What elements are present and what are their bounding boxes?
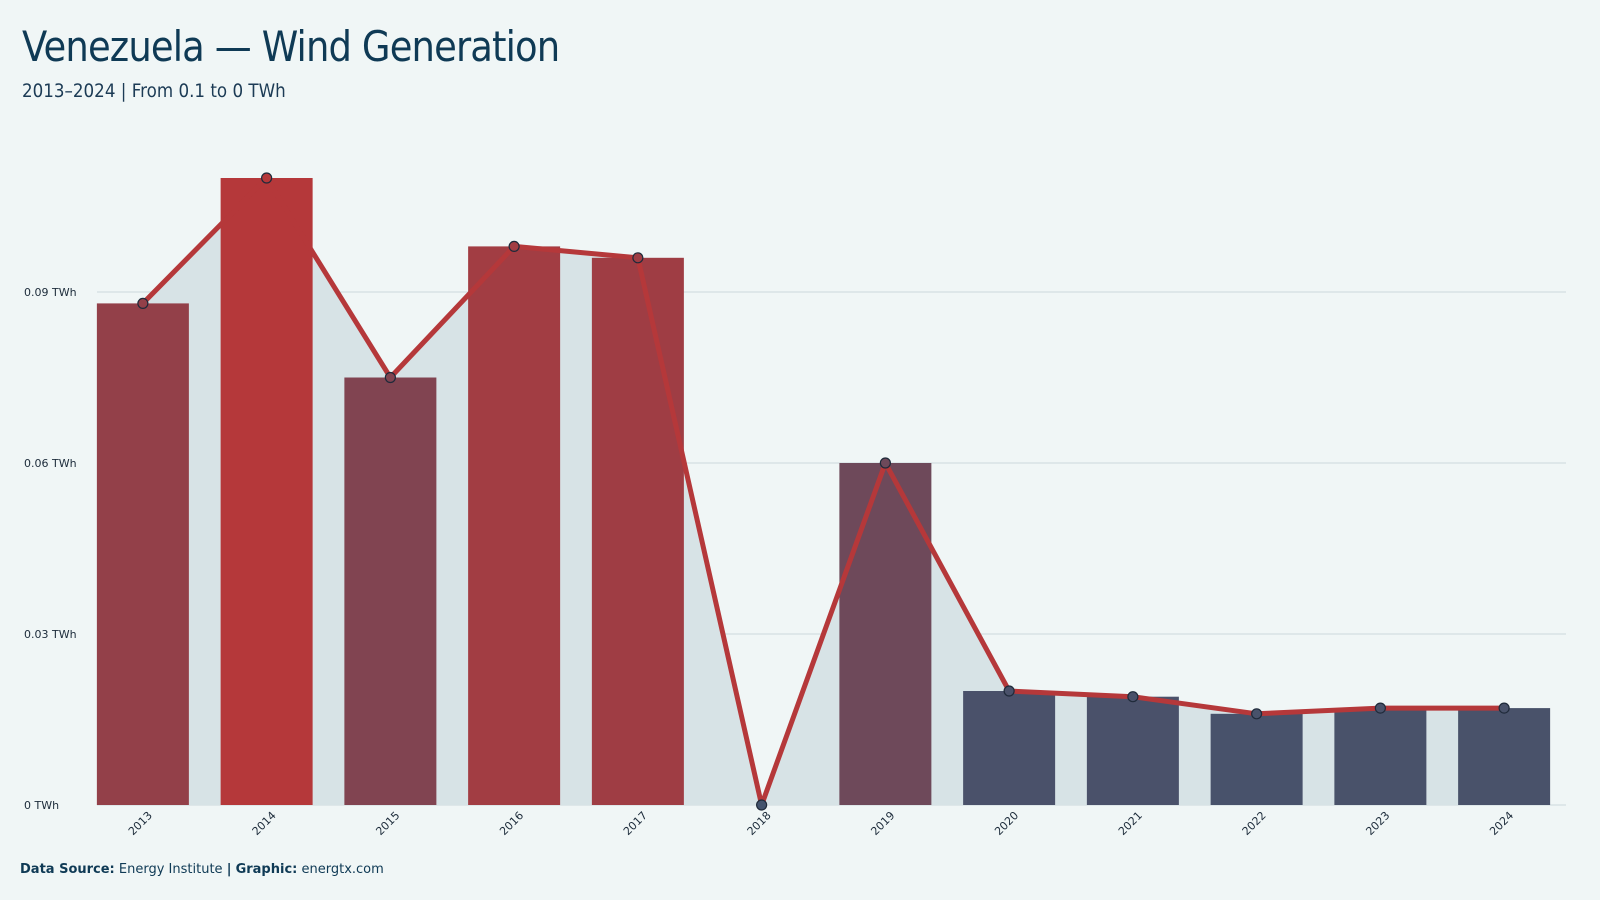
footer-credits: Data Source: Energy Institute | Graphic:…	[20, 862, 384, 877]
chart-title: Venezuela — Wind Generation	[22, 22, 560, 71]
bar-2019	[839, 463, 932, 805]
point-2024	[1498, 702, 1510, 714]
source-label: Data Source:	[20, 862, 115, 877]
bar-2014	[220, 178, 313, 805]
x-tick-label: 2013	[126, 809, 155, 838]
line-layer	[140, 175, 1507, 808]
source-value: Energy Institute	[118, 862, 223, 877]
x-tick-label: 2016	[497, 809, 526, 838]
y-tick-label: 0.03 TWh	[24, 628, 77, 641]
x-tick-label: 2019	[868, 809, 897, 838]
bar-2022	[1210, 713, 1303, 805]
bar-2013	[96, 303, 189, 805]
point-2014	[261, 172, 273, 184]
bar-2024	[1458, 708, 1551, 805]
bar-2021	[1086, 696, 1179, 805]
bar-2017	[591, 257, 684, 805]
graphic-label: Graphic:	[235, 862, 298, 877]
series-line	[140, 175, 1507, 808]
point-layer	[137, 172, 1510, 811]
bar-2023	[1334, 708, 1427, 805]
bar-2015	[344, 377, 437, 805]
point-2013	[137, 297, 149, 309]
point-2015	[384, 371, 396, 384]
y-axis-labels: 0 TWh 0.03 TWh 0.06 TWh 0.09 TWh	[24, 286, 77, 812]
point-2016	[508, 240, 520, 252]
x-tick-label: 2021	[1116, 809, 1145, 838]
x-tick-label: 2023	[1363, 809, 1392, 838]
point-2019	[879, 457, 891, 469]
chart-subtitle: 2013–2024 | From 0.1 to 0 TWh	[22, 80, 286, 102]
graphic-value: energtx.com	[301, 862, 384, 877]
bar-2016	[468, 246, 561, 805]
x-tick-label: 2018	[745, 809, 774, 838]
x-tick-label: 2020	[992, 809, 1021, 838]
y-tick-label: 0.06 TWh	[24, 457, 77, 470]
x-tick-label: 2014	[250, 809, 279, 838]
point-2021	[1127, 691, 1139, 703]
footer-separator: |	[226, 862, 232, 877]
y-tick-label: 0 TWh	[24, 799, 59, 812]
point-2023	[1374, 702, 1386, 714]
point-2017	[632, 252, 644, 264]
point-2020	[1003, 685, 1015, 697]
point-2018	[756, 799, 768, 811]
y-tick-label: 0.09 TWh	[24, 286, 77, 299]
point-2022	[1251, 708, 1263, 720]
x-tick-label: 2024	[1487, 809, 1516, 838]
bar-2020	[963, 691, 1056, 805]
bar-layer	[96, 178, 1551, 805]
x-tick-label: 2015	[373, 809, 402, 838]
x-tick-label: 2017	[621, 809, 650, 838]
x-axis-labels: 2013 2014 2015 2016 2017 2018 2019 2020 2021 2022…	[126, 809, 1516, 838]
x-tick-label: 2022	[1240, 809, 1269, 838]
